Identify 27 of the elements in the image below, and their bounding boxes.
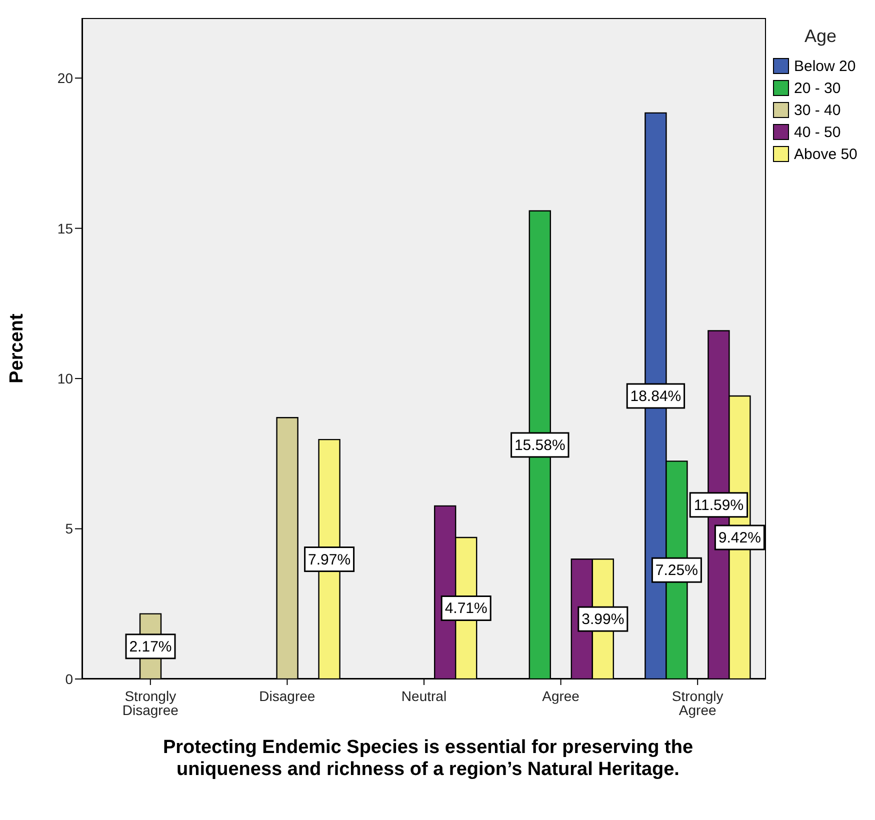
data-label: 7.97% xyxy=(308,551,351,568)
data-label: 2.17% xyxy=(129,638,172,656)
legend-label: 20 - 30 xyxy=(794,80,841,96)
data-label: 18.84% xyxy=(630,388,682,405)
x-tick-label: Neutral xyxy=(401,688,447,704)
y-axis-title: Percent xyxy=(6,312,28,384)
legend-label: 30 - 40 xyxy=(794,102,841,118)
legend-label: 40 - 50 xyxy=(794,124,841,140)
y-tick-label: 0 xyxy=(65,670,74,687)
legend-label: Above 50 xyxy=(794,146,858,162)
x-tick-label: Disagree xyxy=(259,688,316,704)
y-tick-label: 5 xyxy=(65,520,74,537)
legend-title: Age xyxy=(803,26,838,47)
y-tick-label: 15 xyxy=(57,220,74,236)
data-label: 4.71% xyxy=(444,600,488,618)
legend-label: Below 20 xyxy=(794,58,856,74)
data-label: 7.25% xyxy=(655,562,698,580)
x-tick-label: Strongly Disagree xyxy=(122,688,179,718)
data-label: 11.59% xyxy=(694,496,744,514)
y-tick-label: 10 xyxy=(57,370,74,387)
x-tick-label: Agree xyxy=(542,688,580,704)
x-tick-label: Strongly Agree xyxy=(672,688,724,718)
y-tick-label: 20 xyxy=(57,70,74,86)
data-label: 3.99% xyxy=(582,611,624,628)
x-axis-title: Protecting Endemic Species is essential for preserving the uniqueness and richness of a region’s Natural Heritage. xyxy=(162,737,694,781)
data-label: 9.42% xyxy=(718,529,761,546)
data-label: 15.58% xyxy=(514,436,566,454)
